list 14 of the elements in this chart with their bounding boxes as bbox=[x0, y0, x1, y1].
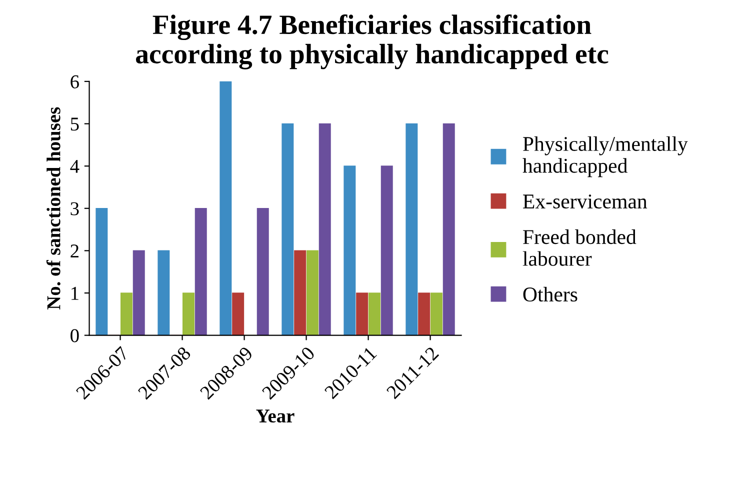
y-tick-label: 6 bbox=[70, 75, 79, 88]
y-tick-label: 3 bbox=[70, 202, 79, 216]
legend-label: Physically/mentally handicapped bbox=[522, 136, 688, 178]
y-tick-label: 0 bbox=[70, 329, 79, 342]
y-tick-label: 4 bbox=[70, 160, 80, 173]
x-axis-title: Year bbox=[256, 410, 294, 423]
y-tick-label: 5 bbox=[70, 118, 79, 131]
legend-label: Others bbox=[523, 286, 578, 302]
y-tick-label: 2 bbox=[70, 244, 78, 258]
y-axis-title: No. of sanctioned houses bbox=[46, 107, 60, 310]
y-tick-label: 1 bbox=[72, 286, 78, 300]
legend-label: Ex-serviceman bbox=[523, 194, 648, 209]
legend-label: Freed bonded labourer bbox=[522, 229, 636, 266]
chart-title: Figure 4.7 Beneficiaries classification according to physically handicapped etc bbox=[136, 14, 608, 70]
